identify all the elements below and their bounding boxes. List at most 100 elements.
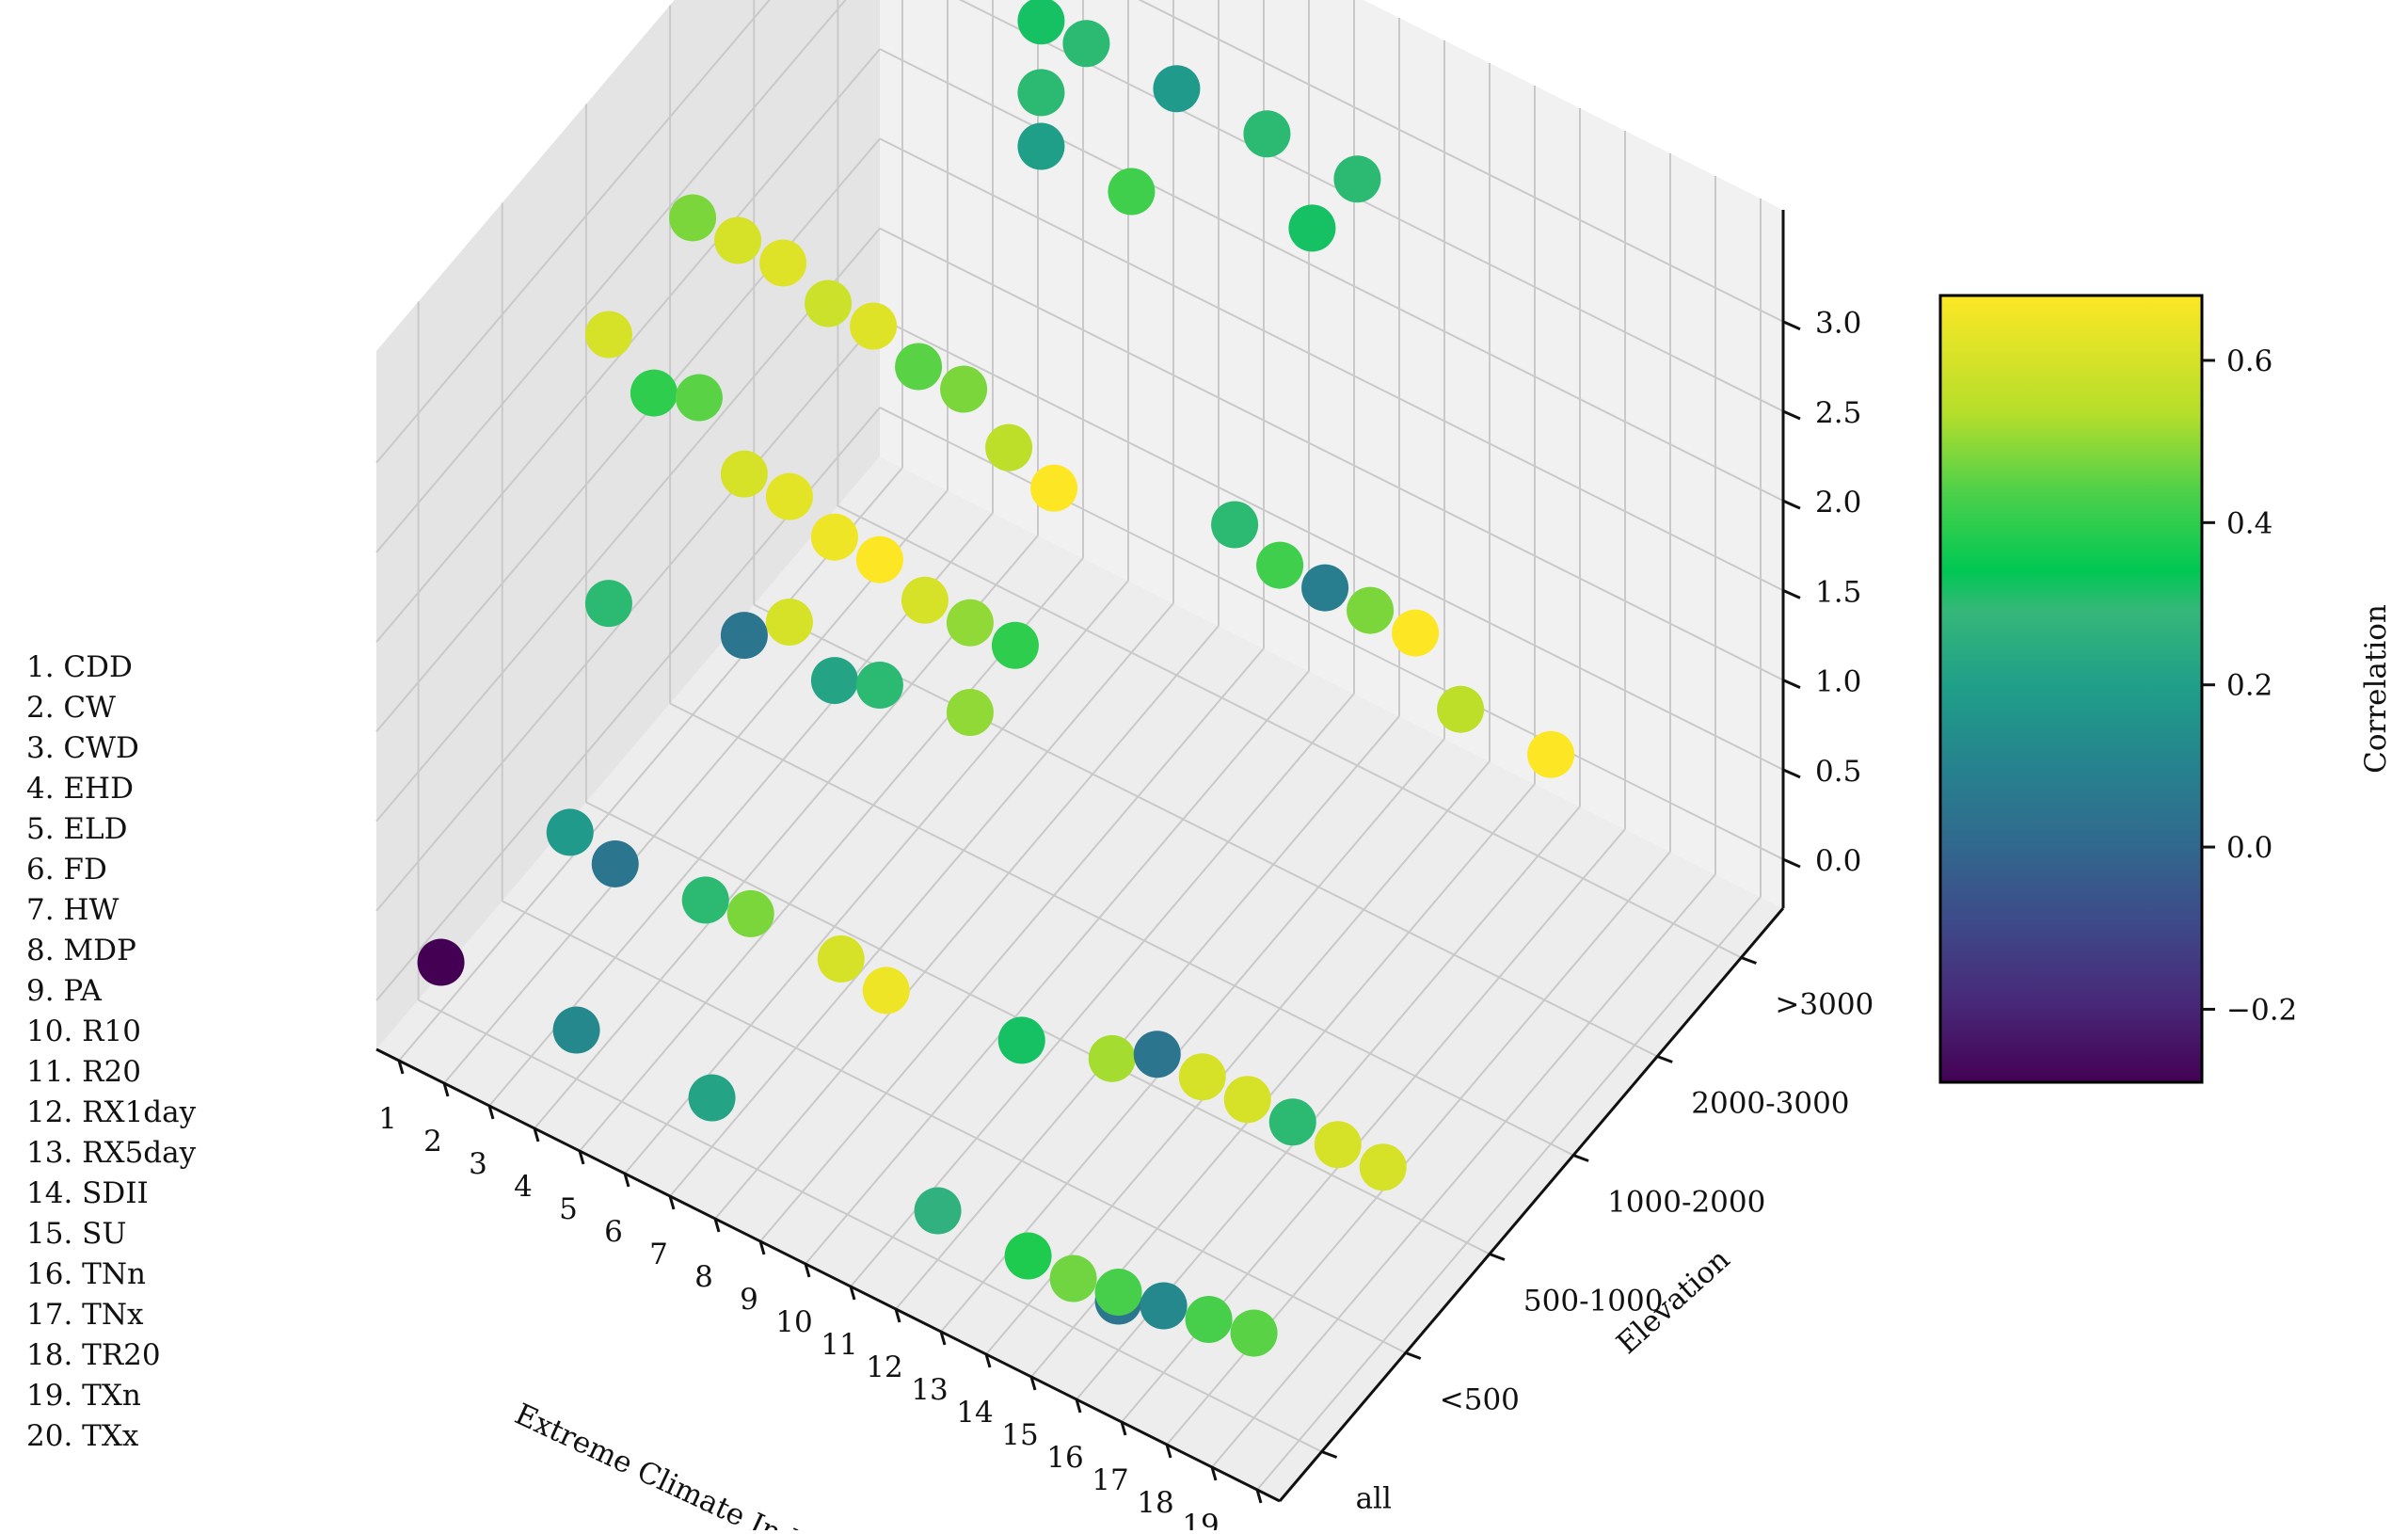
y-tick-label: 1000-2000: [1607, 1186, 1765, 1220]
x-tick-label: 1: [378, 1102, 397, 1136]
grid-line-z: [879, 316, 1784, 771]
x-tick: [397, 1060, 405, 1075]
data-point: [1288, 204, 1336, 252]
data-point: [1017, 122, 1065, 170]
data-point: [1140, 1282, 1188, 1330]
x-tick: [939, 1331, 947, 1346]
colorbar-label: Correlation: [2359, 604, 2393, 774]
colorbar-gradient: [1938, 294, 2204, 1084]
data-point: [850, 302, 898, 350]
data-point: [817, 935, 865, 983]
data-point: [1094, 1269, 1142, 1317]
data-point: [862, 967, 910, 1015]
x-tick: [1165, 1444, 1172, 1459]
data-point: [991, 621, 1039, 669]
index-legend-item: 18. TR20: [26, 1338, 161, 1372]
colorbar-tick-label: −0.2: [2226, 993, 2297, 1027]
x-tick-label: 3: [469, 1147, 487, 1181]
data-point: [1178, 1053, 1226, 1101]
index-legend-item: 5. ELD: [26, 812, 128, 846]
x-tick-label: 8: [694, 1260, 713, 1294]
grid-line-z: [375, 137, 881, 733]
index-legend-item: 9. PA: [26, 974, 102, 1008]
data-point: [914, 1187, 962, 1235]
data-point: [1437, 685, 1485, 733]
index-legend-item: 1. CDD: [26, 650, 133, 684]
data-point: [552, 1006, 600, 1054]
data-point: [1030, 464, 1078, 512]
grid-line-x: [1256, 896, 1762, 1491]
y-tick: [1321, 1450, 1338, 1459]
data-point: [720, 450, 768, 498]
z-tick: [1782, 409, 1801, 421]
x-tick: [668, 1195, 676, 1210]
z-tick-label: 1.0: [1815, 665, 1861, 699]
data-point: [1527, 730, 1575, 778]
y-tick: [1405, 1351, 1422, 1360]
x-tick: [487, 1105, 495, 1120]
x-tick-label: 17: [1092, 1463, 1128, 1497]
y-tick: [1572, 1154, 1589, 1162]
x-tick: [984, 1353, 992, 1368]
data-point: [1314, 1121, 1362, 1169]
index-legend-item: 10. R10: [26, 1015, 141, 1048]
data-point: [720, 612, 768, 660]
grid-line-y: [837, 504, 1742, 959]
index-legend: 1. CDD 2. CW 3. CWD 4. EHD 5. ELD 6. FD 7. HW 8…: [26, 647, 196, 1457]
x-tick-label: 4: [514, 1170, 533, 1204]
index-legend-item: 3. CWD: [26, 731, 139, 765]
x-tick-label: 7: [649, 1238, 668, 1271]
colorbar-tick-label: 0.0: [2226, 831, 2272, 865]
grid-line-x: [443, 489, 949, 1084]
z-tick-label: 0.0: [1815, 844, 1861, 878]
grid-line-z: [879, 407, 1784, 860]
x-tick: [623, 1173, 630, 1188]
z-tick-label: 2.0: [1815, 486, 1861, 519]
z-tick: [1782, 679, 1801, 689]
y-axis-line: [1278, 907, 1785, 1502]
colorbar-tick-label: 0.4: [2226, 506, 2272, 540]
data-point: [1108, 168, 1156, 216]
data-point: [1223, 1076, 1271, 1124]
data-point: [1088, 1034, 1136, 1082]
x-tick: [1255, 1489, 1263, 1504]
data-points: [417, 0, 1575, 1357]
z-tick: [1782, 589, 1801, 599]
y-tick-label: all: [1356, 1482, 1392, 1516]
index-legend-item: 7. HW: [26, 893, 120, 927]
data-point: [669, 194, 717, 242]
z-tick: [1782, 320, 1801, 331]
x-tick: [849, 1286, 856, 1301]
axes-lines: [375, 210, 1801, 1504]
data-point: [805, 280, 853, 328]
data-point: [675, 374, 723, 422]
data-point: [584, 580, 632, 628]
index-legend-item: 11. R20: [26, 1055, 141, 1089]
data-point: [630, 369, 678, 417]
x-tick-label: 15: [1001, 1418, 1038, 1452]
grid-line-z: [879, 48, 1784, 503]
grid-line-y: [753, 603, 1658, 1058]
x-tick-label: 5: [559, 1192, 578, 1226]
grid-line-y: [502, 900, 1407, 1354]
floor-pane: [376, 456, 1783, 1501]
x-axis-label: Extreme Climate Index: [510, 1398, 835, 1530]
x-tick: [894, 1308, 901, 1323]
y-tick-label: <500: [1440, 1383, 1520, 1417]
data-point: [1230, 1309, 1278, 1357]
x-tick: [1029, 1376, 1037, 1391]
x-tick: [533, 1127, 540, 1143]
data-point: [901, 576, 949, 624]
data-point: [1017, 69, 1065, 117]
z-tick-label: 2.5: [1815, 396, 1861, 430]
z-tick: [1782, 857, 1801, 869]
index-legend-item: 19. TXn: [26, 1379, 141, 1413]
z-tick: [1782, 499, 1801, 510]
y-tick-label: 2000-3000: [1691, 1087, 1849, 1121]
x-tick: [804, 1263, 811, 1278]
y-tick-label: >3000: [1775, 988, 1874, 1022]
data-point: [765, 598, 813, 646]
grid-line-z: [375, 0, 847, 553]
x-tick-label: 11: [821, 1328, 857, 1362]
y-tick: [1489, 1253, 1506, 1261]
